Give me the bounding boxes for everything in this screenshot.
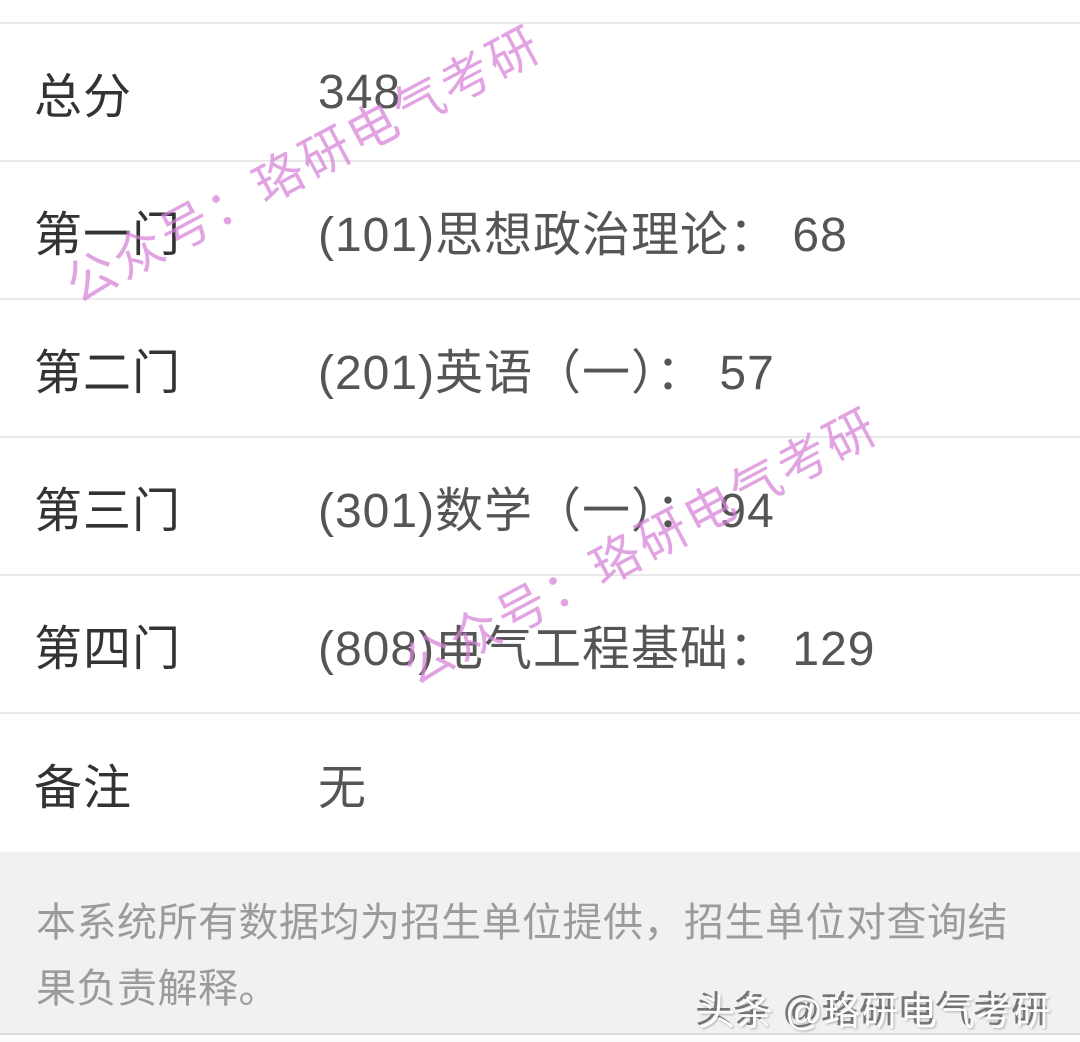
table-row-total-score: 总分 348 [0,24,1080,162]
row-value-subject-4: (808)电气工程基础： 129 [318,623,876,676]
row-label-subject-2: 第二门 [34,347,182,400]
row-label-subject-1: 第一门 [34,209,182,262]
table-row-subject-1: 第一门 (101)思想政治理论： 68 [0,162,1080,300]
bottom-strip [0,1033,1080,1042]
table-row-subject-4: 第四门 (808)电气工程基础： 129 [0,576,1080,714]
row-label-subject-3: 第三门 [34,485,182,538]
row-label-subject-4: 第四门 [34,623,182,676]
table-row-subject-3: 第三门 (301)数学（一）： 94 [0,438,1080,576]
row-value-total: 348 [318,65,402,119]
row-label-total: 总分 [34,71,133,124]
disclaimer-text: 本系统所有数据均为招生单位提供，招生单位对查询结果负责解释。 [36,901,1008,1011]
row-value-subject-2: (201)英语（一）： 57 [318,347,775,400]
top-strip [0,0,1080,24]
table-row-subject-2: 第二门 (201)英语（一）： 57 [0,300,1080,438]
score-table: 总分 348 第一门 (101)思想政治理论： 68 第二门 (201)英语（一… [0,24,1080,852]
row-value-subject-1: (101)思想政治理论： 68 [318,209,848,262]
row-value-subject-3: (301)数学（一）： 94 [318,485,775,538]
row-label-remarks: 备注 [34,762,133,815]
table-row-remarks: 备注 无 [0,714,1080,852]
disclaimer-footer: 本系统所有数据均为招生单位提供，招生单位对查询结果负责解释。 [0,852,1080,1033]
row-value-remarks: 无 [318,762,368,815]
